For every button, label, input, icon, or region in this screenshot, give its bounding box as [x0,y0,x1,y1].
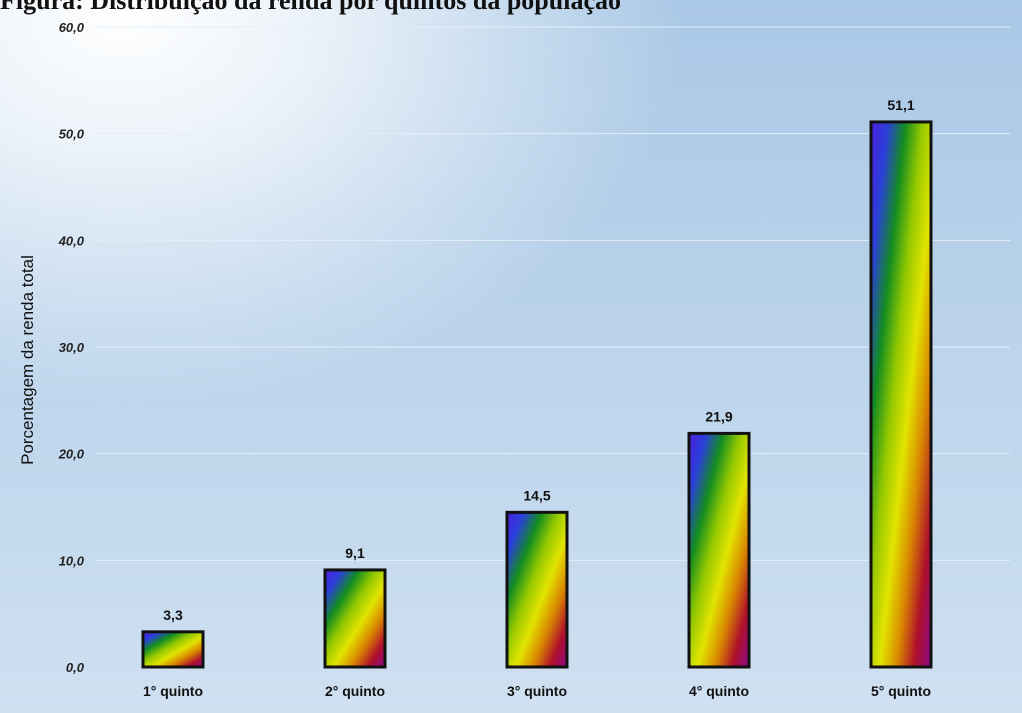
x-tick-label: 3° quinto [507,683,567,699]
data-label: 14,5 [523,487,550,503]
y-tick-labels: 0,0 10,0 20,0 30,0 40,0 50,0 60,0 [58,20,85,675]
data-label: 9,1 [345,545,365,561]
data-labels: 3,3 9,1 14,5 21,9 51,1 [163,97,915,623]
bars [141,120,933,669]
x-tick-label: 2° quinto [325,683,385,699]
x-tick-label: 1° quinto [143,683,203,699]
y-tick-label: 10,0 [59,553,85,568]
y-tick-label: 40,0 [58,233,85,248]
y-tick-label: 0,0 [66,660,85,675]
data-label: 51,1 [887,97,914,113]
y-tick-label: 20,0 [58,447,85,462]
x-tick-label: 5° quinto [871,683,931,699]
y-axis-label: Porcentagem da renda total [18,255,37,465]
x-tick-labels: 1° quinto 2° quinto 3° quinto 4° quinto 5° q… [143,683,931,699]
bar [869,120,933,669]
bar [687,431,751,669]
y-tick-label: 50,0 [59,127,85,142]
y-tick-label: 60,0 [59,20,85,35]
x-tick-label: 4° quinto [689,683,749,699]
data-label: 21,9 [705,408,732,424]
bar [323,568,387,669]
bar [141,630,205,669]
y-tick-label: 30,0 [59,340,85,355]
data-label: 3,3 [163,607,183,623]
chart-title: Figura: Distribuição da renda por quinto… [0,0,621,15]
bar [505,510,569,669]
